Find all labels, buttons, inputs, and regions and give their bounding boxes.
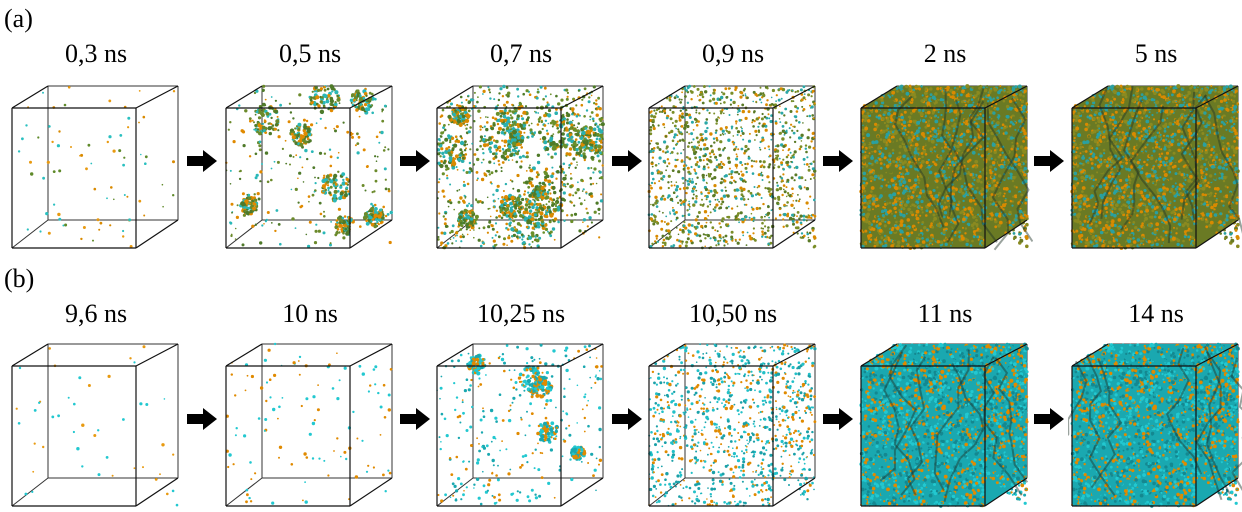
right-arrow-icon <box>400 150 430 172</box>
box-front-edges <box>437 344 603 506</box>
box-front-edges <box>226 344 392 506</box>
particles <box>1070 84 1242 250</box>
time-label: 10,50 ns <box>648 300 818 328</box>
box-front-edges <box>649 344 815 506</box>
time-label: 14 ns <box>1071 300 1241 328</box>
particles <box>859 343 1028 508</box>
simulation-box <box>645 82 821 254</box>
panel-label: (a) <box>4 6 33 32</box>
right-arrow-icon <box>612 150 642 172</box>
particles <box>18 86 175 248</box>
simulation-box <box>222 82 398 254</box>
time-label: 9,6 ns <box>11 300 181 328</box>
time-label: 0,5 ns <box>225 40 395 68</box>
right-arrow-icon <box>400 408 430 430</box>
time-label: 0,3 ns <box>11 40 181 68</box>
simulation-box <box>645 340 821 512</box>
time-label: 0,7 ns <box>436 40 606 68</box>
particles <box>16 345 179 506</box>
simulation-box <box>433 340 609 512</box>
particles <box>437 85 605 250</box>
time-label: 10,25 ns <box>436 300 606 328</box>
box-front-edges <box>12 344 178 506</box>
right-arrow-icon <box>1034 150 1064 172</box>
right-arrow-icon <box>612 408 642 430</box>
box-front-edges <box>12 86 178 248</box>
right-arrow-icon <box>187 408 217 430</box>
box-back-edges <box>12 86 178 248</box>
particles <box>859 84 1032 250</box>
particles <box>225 84 393 248</box>
simulation-box <box>857 82 1033 254</box>
particles <box>226 343 393 505</box>
right-arrow-icon <box>823 150 853 172</box>
box-back-edges <box>649 344 815 506</box>
right-arrow-icon <box>823 408 853 430</box>
time-label: 10 ns <box>225 300 395 328</box>
box-back-edges <box>12 344 178 506</box>
right-arrow-icon <box>187 150 217 172</box>
particles <box>648 85 817 250</box>
simulation-box <box>433 82 609 254</box>
time-label: 2 ns <box>860 40 1030 68</box>
box-back-edges <box>437 344 603 506</box>
panel-label: (b) <box>4 266 34 292</box>
simulation-box <box>8 340 184 512</box>
simulation-box <box>1068 340 1242 512</box>
box-back-edges <box>226 344 392 506</box>
simulation-box <box>222 340 398 512</box>
right-arrow-icon <box>1034 408 1064 430</box>
simulation-box <box>8 82 184 254</box>
particles <box>436 344 603 506</box>
time-label: 5 ns <box>1071 40 1241 68</box>
time-label: 11 ns <box>860 300 1030 328</box>
particles <box>1068 343 1242 508</box>
time-label: 0,9 ns <box>648 40 818 68</box>
simulation-box <box>857 340 1033 512</box>
particles <box>648 343 816 507</box>
simulation-box <box>1068 82 1242 254</box>
